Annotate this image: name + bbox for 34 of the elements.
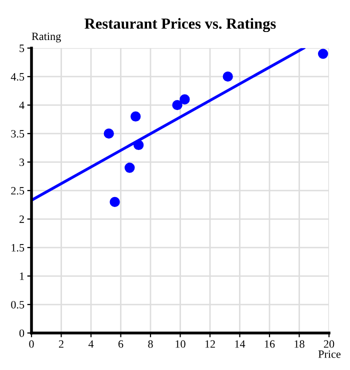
y-tick-label: 1.5: [12, 244, 24, 252]
y-axis-title: Rating: [32, 32, 61, 42]
point: [104, 128, 114, 139]
x-tick-label: 18: [294, 340, 304, 348]
point: [134, 140, 144, 150]
x-tick-label: 20: [324, 340, 334, 348]
x-axis-title: Price: [318, 350, 341, 358]
x-tick-label: 12: [205, 340, 215, 348]
x-tick-label: 8: [148, 340, 153, 348]
x-tick-label: 4: [88, 340, 94, 348]
point: [130, 111, 141, 122]
x-tick-label: 6: [118, 340, 124, 348]
y-tick-label: 4.5: [10, 73, 24, 81]
x-tick-label: 10: [176, 340, 186, 348]
y-tick-label: 5: [20, 44, 24, 52]
y-tick-label: 4: [19, 102, 24, 109]
chart-title: Restaurant Prices vs. Ratings: [84, 18, 276, 32]
point: [318, 48, 328, 59]
point: [110, 196, 120, 208]
point: [222, 72, 233, 82]
y-tick-label: 0: [19, 329, 24, 337]
y-tick-label: 2.5: [11, 187, 24, 195]
y-tick-label: 1: [20, 272, 24, 280]
y-tick-label: 3.5: [11, 130, 24, 138]
x-tick-label: 2: [58, 340, 64, 348]
x-tick-label: 14: [235, 340, 246, 348]
x-tick-label: 0: [29, 340, 34, 348]
y-tick-label: 2: [19, 216, 24, 223]
y-tick-label: 3: [20, 158, 24, 166]
y-tick-label: 0.5: [11, 300, 24, 309]
point: [172, 100, 182, 110]
point: [124, 162, 135, 173]
x-tick-label: 16: [264, 340, 275, 348]
point: [180, 94, 190, 104]
